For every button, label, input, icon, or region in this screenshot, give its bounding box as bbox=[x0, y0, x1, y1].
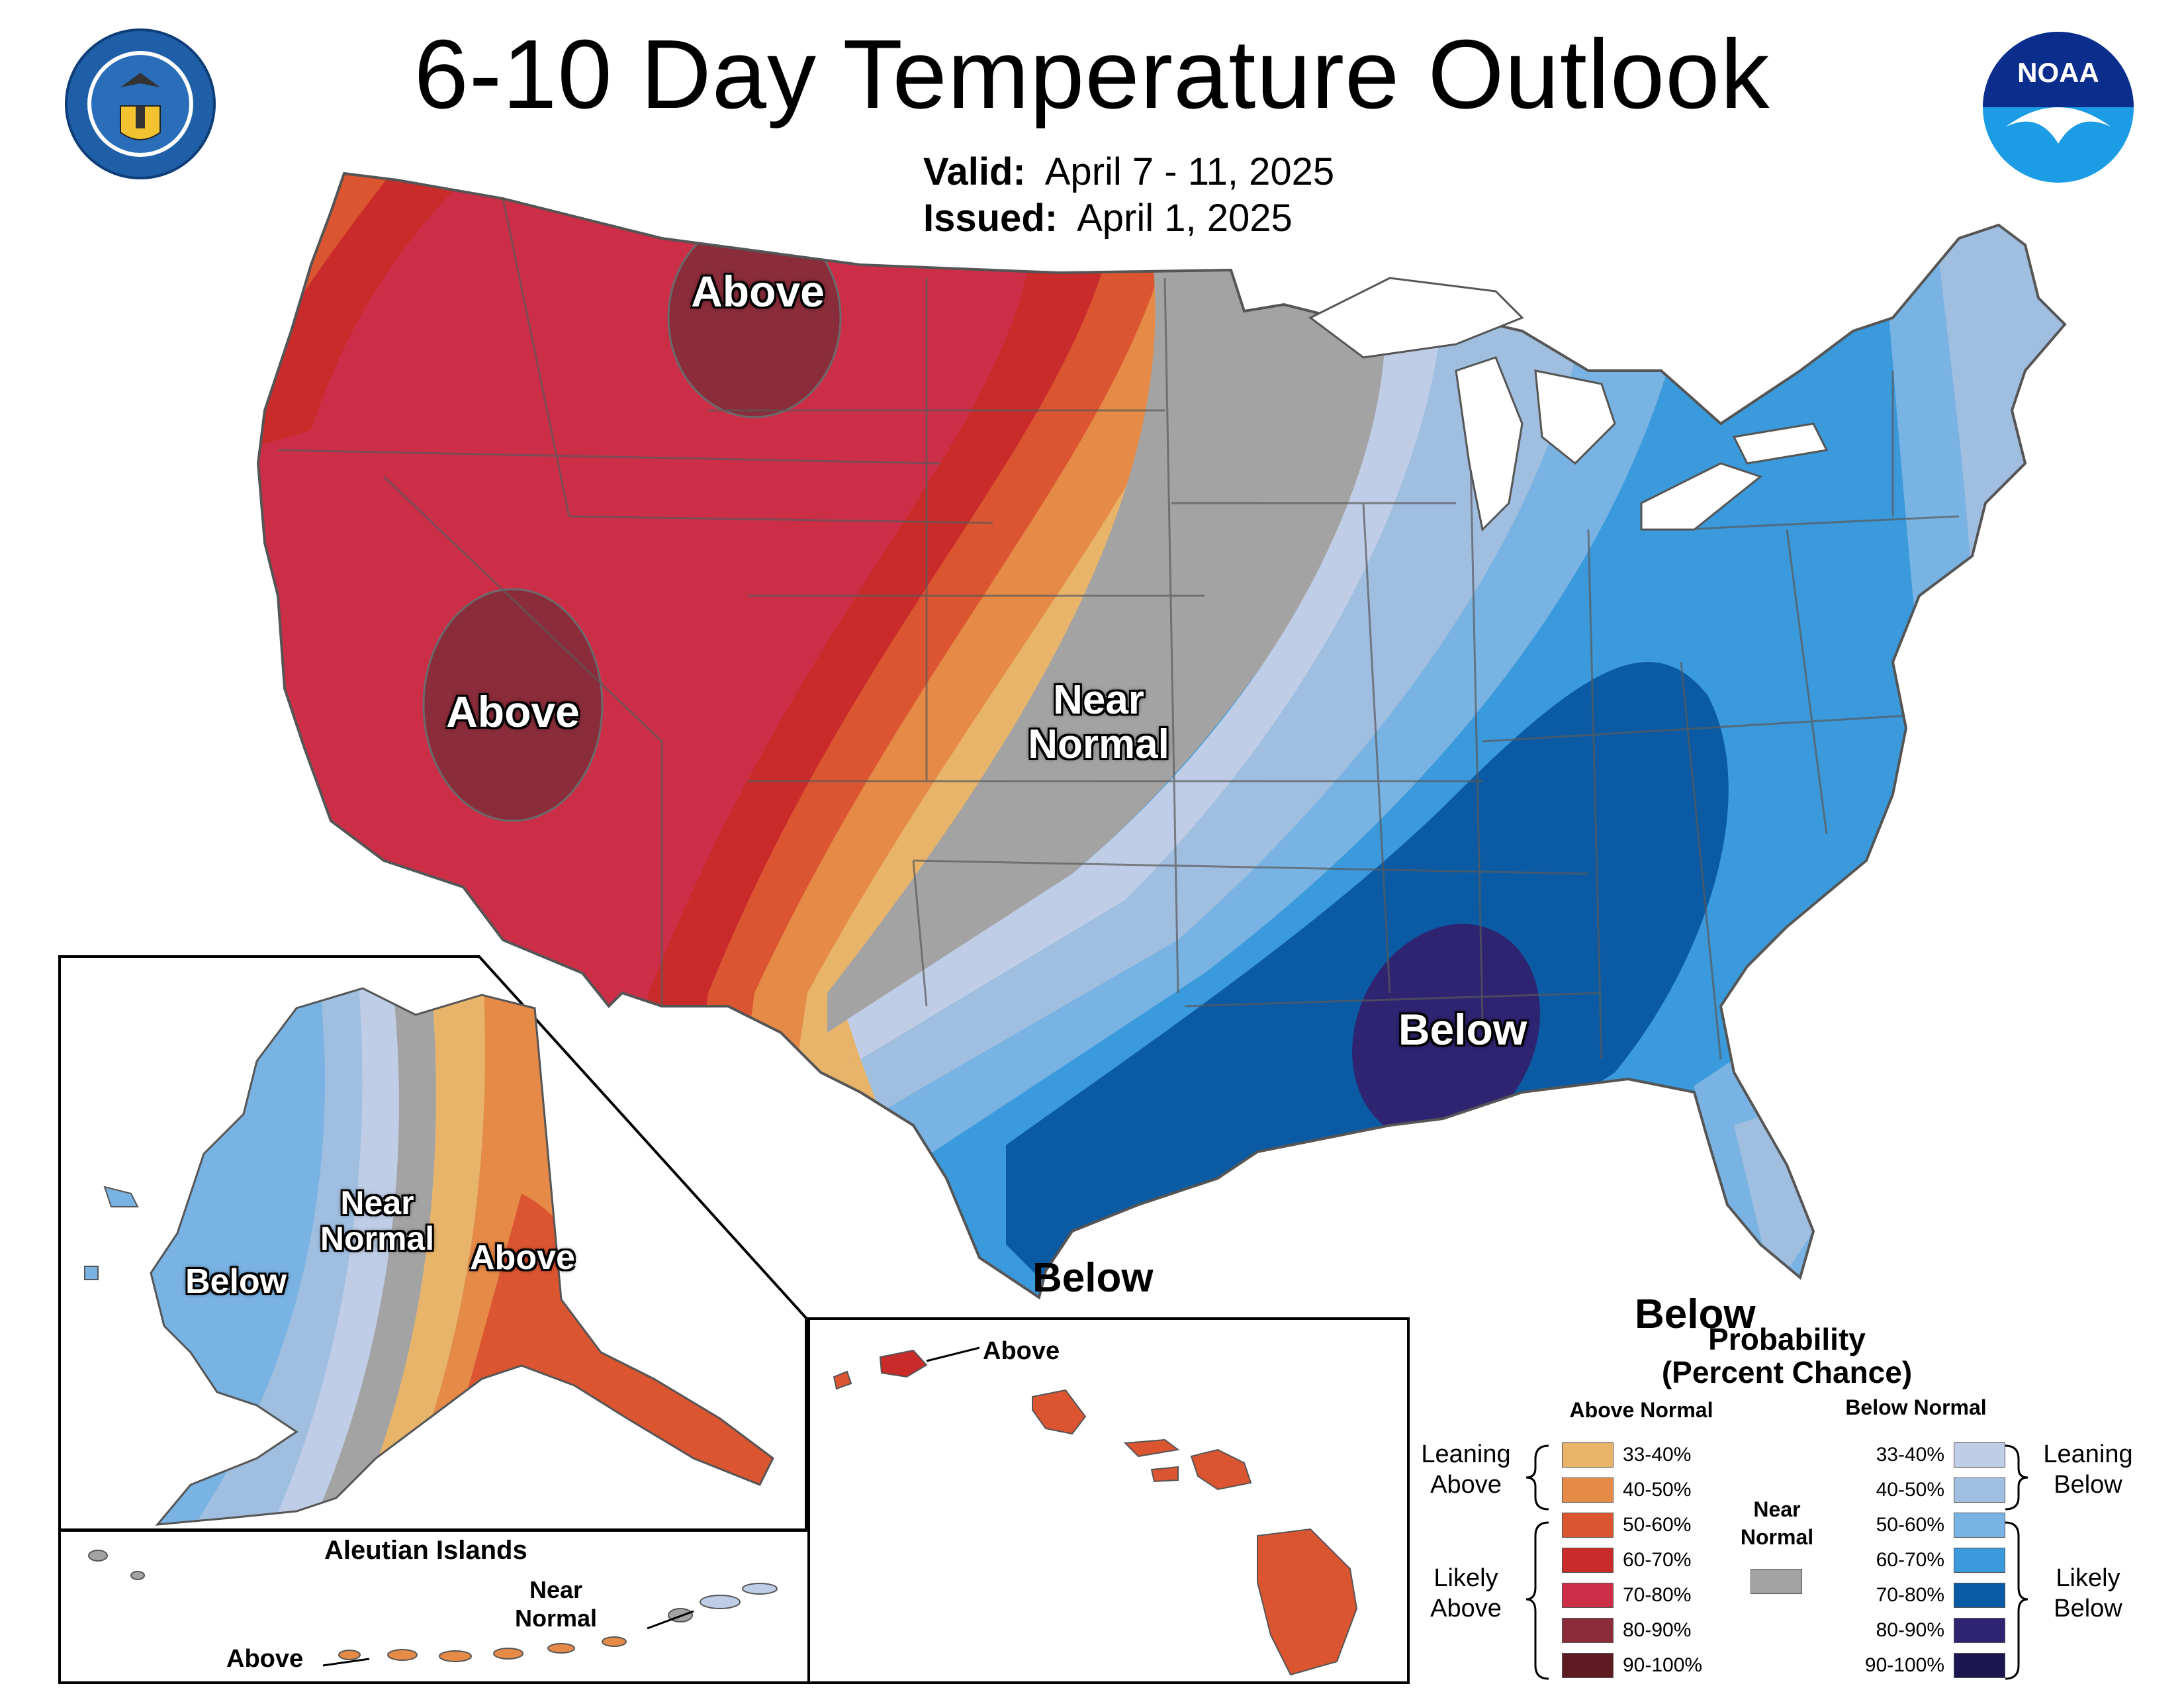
legend-below-header: Below Normal bbox=[1845, 1395, 1987, 1419]
legend-above-row: 70-80% bbox=[1562, 1581, 1700, 1610]
legend-title: Probability bbox=[1708, 1322, 1866, 1356]
legend-swatch-label: 50-60% bbox=[1876, 1514, 1944, 1536]
legend-swatch bbox=[1954, 1653, 2005, 1678]
legend-subtitle: (Percent Chance) bbox=[1661, 1355, 1913, 1389]
legend-near-swatch bbox=[1751, 1569, 1802, 1594]
legend-swatch-label: 70-80% bbox=[1623, 1584, 1692, 1606]
issued-label: Issued: bbox=[923, 197, 1058, 240]
legend-bracket-above bbox=[1525, 1444, 1549, 1680]
legend-swatch-label: 50-60% bbox=[1623, 1514, 1692, 1536]
legend-swatch-label: 80-90% bbox=[1623, 1619, 1692, 1641]
ak-label-near-normal: Near Normal bbox=[320, 1184, 435, 1257]
legend-below-row: 33-40% bbox=[1846, 1440, 2005, 1470]
valid-line: Valid: April 7 - 11, 2025 bbox=[923, 150, 1334, 194]
noaa-logo-icon: NOAA bbox=[1983, 32, 2134, 183]
legend-near-header: Near Normal bbox=[1740, 1497, 1814, 1549]
aleutian-above: Above bbox=[226, 1645, 304, 1673]
hawaii-inset bbox=[807, 1317, 1410, 1684]
legend-swatch-label: 70-80% bbox=[1876, 1584, 1944, 1606]
label-below-florida: Below bbox=[1635, 1291, 1756, 1337]
legend-swatch bbox=[1954, 1618, 2005, 1643]
legend-swatch bbox=[1562, 1477, 1614, 1503]
legend-swatch-label: 80-90% bbox=[1876, 1619, 1944, 1641]
noaa-logo-text: NOAA bbox=[2017, 57, 2099, 88]
legend-above-row: 40-50% bbox=[1562, 1476, 1700, 1505]
legend-swatch-label: 60-70% bbox=[1876, 1549, 1944, 1571]
legend-swatch bbox=[1562, 1442, 1614, 1468]
legend-swatch bbox=[1562, 1583, 1614, 1608]
ak-label-below: Below bbox=[185, 1262, 287, 1301]
page-title: 6-10 Day Temperature Outlook bbox=[414, 20, 1770, 129]
valid-value: April 7 - 11, 2025 bbox=[1044, 150, 1335, 193]
hawaii-above: Above bbox=[983, 1337, 1060, 1365]
legend-above-row: 90-100% bbox=[1562, 1651, 1711, 1680]
legend-below-row: 50-60% bbox=[1846, 1511, 2005, 1540]
legend-swatch-label: 90-100% bbox=[1623, 1654, 1703, 1676]
alaska-inset bbox=[58, 955, 807, 1531]
legend-leaning-above: Leaning Above bbox=[1421, 1440, 1511, 1499]
label-above-north: Above bbox=[691, 267, 825, 316]
legend-likely-below: Likely Below bbox=[2054, 1564, 2122, 1622]
legend-below-row: 60-70% bbox=[1846, 1546, 2005, 1575]
legend-above-row: 80-90% bbox=[1562, 1616, 1700, 1645]
legend-swatch bbox=[1954, 1513, 2005, 1538]
legend-below-row: 70-80% bbox=[1846, 1581, 2005, 1610]
legend-swatch-label: 90-100% bbox=[1864, 1654, 1944, 1676]
legend-likely-above: Likely Above bbox=[1430, 1564, 1502, 1622]
ak-label-above: Above bbox=[470, 1239, 575, 1277]
legend-swatch bbox=[1954, 1583, 2005, 1608]
legend-swatch bbox=[1954, 1442, 2005, 1468]
legend-swatch bbox=[1562, 1548, 1614, 1573]
issued-value: April 1, 2025 bbox=[1077, 197, 1293, 240]
legend-leaning-below: Leaning Below bbox=[2043, 1440, 2133, 1499]
label-below-texas: Below bbox=[1032, 1255, 1154, 1301]
aleutian-title: Aleutian Islands bbox=[324, 1536, 527, 1565]
legend-swatch bbox=[1954, 1477, 2005, 1503]
legend-below-row: 90-100% bbox=[1846, 1651, 2005, 1680]
legend-below-row: 80-90% bbox=[1846, 1616, 2005, 1645]
legend-swatch-label: 60-70% bbox=[1623, 1549, 1692, 1571]
commerce-seal-icon bbox=[65, 28, 216, 179]
label-near-normal: Near Normal bbox=[1028, 677, 1169, 767]
valid-label: Valid: bbox=[923, 150, 1026, 193]
legend-above-header: Above Normal bbox=[1569, 1398, 1713, 1422]
legend-swatch-label: 33-40% bbox=[1876, 1444, 1944, 1466]
legend-swatch bbox=[1954, 1548, 2005, 1573]
legend-bracket-below bbox=[2005, 1444, 2028, 1680]
legend-swatch-label: 33-40% bbox=[1623, 1444, 1692, 1466]
aleutian-near-normal: Near Normal bbox=[514, 1576, 598, 1632]
legend-swatch bbox=[1562, 1513, 1614, 1538]
legend-swatch-label: 40-50% bbox=[1876, 1479, 1944, 1501]
legend-above-row: 60-70% bbox=[1562, 1546, 1700, 1575]
label-above-southwest: Above bbox=[446, 687, 580, 736]
label-below-southeast: Below bbox=[1398, 1005, 1527, 1054]
legend-above-row: 50-60% bbox=[1562, 1511, 1700, 1540]
legend-below-row: 40-50% bbox=[1846, 1476, 2005, 1505]
legend-above-row: 33-40% bbox=[1562, 1440, 1700, 1470]
legend-swatch bbox=[1562, 1618, 1614, 1643]
issued-line: Issued: April 1, 2025 bbox=[923, 196, 1293, 240]
legend-swatch-label: 40-50% bbox=[1623, 1479, 1692, 1501]
legend-swatch bbox=[1562, 1653, 1614, 1678]
